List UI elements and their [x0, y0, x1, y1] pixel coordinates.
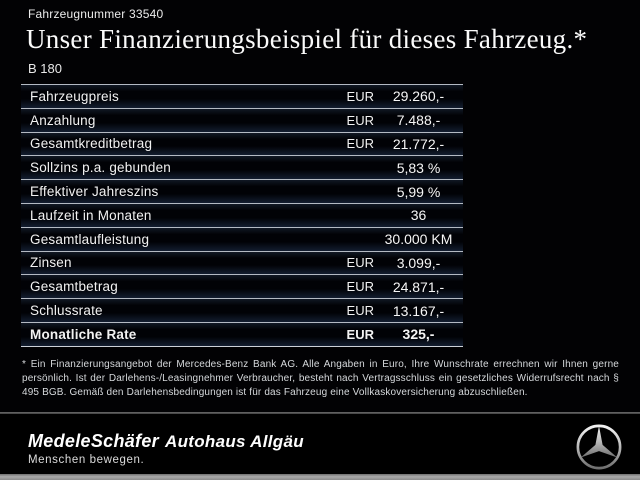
row-value: 7.488,- — [396, 112, 441, 129]
vehicle-model: B 180 — [28, 61, 62, 76]
row-currency: EUR — [346, 88, 374, 104]
row-value: 3.099,- — [396, 254, 441, 271]
row-label: Schlussrate — [30, 303, 103, 319]
row-label: Zinsen — [30, 255, 72, 271]
page-title: Unser Finanzierungsbeispiel für dieses F… — [26, 24, 588, 54]
table-row: Gesamtlaufleistung 30.000 KM — [21, 226, 463, 251]
footer-separator — [0, 412, 640, 414]
vehicle-number: Fahrzeugnummer 33540 — [28, 7, 164, 21]
financing-table: Fahrzeugpreis EUR 29.260,- Anzahlung EUR… — [21, 84, 463, 347]
dealer-logo: MedeleSchäfer — [28, 431, 159, 451]
row-value: 325,- — [402, 326, 435, 343]
row-currency: EUR — [346, 255, 374, 271]
row-label: Gesamtlaufleistung — [30, 231, 150, 247]
row-currency: EUR — [346, 303, 374, 319]
row-label: Monatliche Rate — [30, 326, 137, 342]
row-label: Gesamtbetrag — [30, 279, 118, 295]
row-value: 5,83 % — [396, 159, 441, 176]
legal-footnote: * Ein Finanzierungsangebot der Mercedes-… — [22, 359, 619, 398]
table-row: Schlussrate EUR 13.167,- — [21, 298, 463, 322]
mercedes-star-icon — [576, 424, 622, 470]
row-value: 21.772,- — [392, 135, 445, 152]
row-currency: EUR — [346, 136, 374, 152]
row-currency: EUR — [346, 326, 374, 342]
row-label: Sollzins p.a. gebunden — [30, 160, 172, 176]
row-label: Effektiver Jahreszins — [30, 184, 159, 200]
table-row: Laufzeit in Monaten 36 — [21, 202, 463, 227]
row-value: 5,99 % — [396, 183, 441, 200]
table-row: Zinsen EUR 3.099,- — [21, 250, 463, 275]
footer: MedeleSchäfer Menschen bewegen. Autohaus… — [0, 414, 640, 474]
table-row: Anzahlung EUR 7.488,- — [21, 107, 463, 132]
table-row: Sollzins p.a. gebunden 5,83 % — [21, 155, 463, 180]
row-value: 30.000 KM — [384, 231, 453, 248]
table-row: Monatliche Rate EUR 325,- — [21, 321, 463, 346]
dealer-slogan: Menschen bewegen. — [28, 454, 145, 466]
table-row: Gesamtkreditbetrag EUR 21.772,- — [21, 131, 463, 156]
row-value: 36 — [410, 207, 427, 224]
row-label: Fahrzeugpreis — [30, 88, 119, 104]
table-row: Effektiver Jahreszins 5,99 % — [21, 179, 463, 203]
row-label: Laufzeit in Monaten — [30, 207, 152, 223]
row-value: 29.260,- — [392, 88, 445, 105]
row-label: Anzahlung — [30, 112, 96, 128]
row-value: 13.167,- — [392, 302, 445, 319]
row-label: Gesamtkreditbetrag — [30, 136, 153, 152]
row-currency: EUR — [346, 279, 374, 295]
table-row: Gesamtbetrag EUR 24.871,- — [21, 274, 463, 299]
row-value: 24.871,- — [392, 278, 445, 295]
table-row: Fahrzeugpreis EUR 29.260,- — [21, 84, 463, 108]
row-currency: EUR — [346, 112, 374, 128]
bottom-strip — [0, 474, 640, 480]
dealer-secondary-logo: Autohaus Allgäu — [165, 432, 304, 451]
